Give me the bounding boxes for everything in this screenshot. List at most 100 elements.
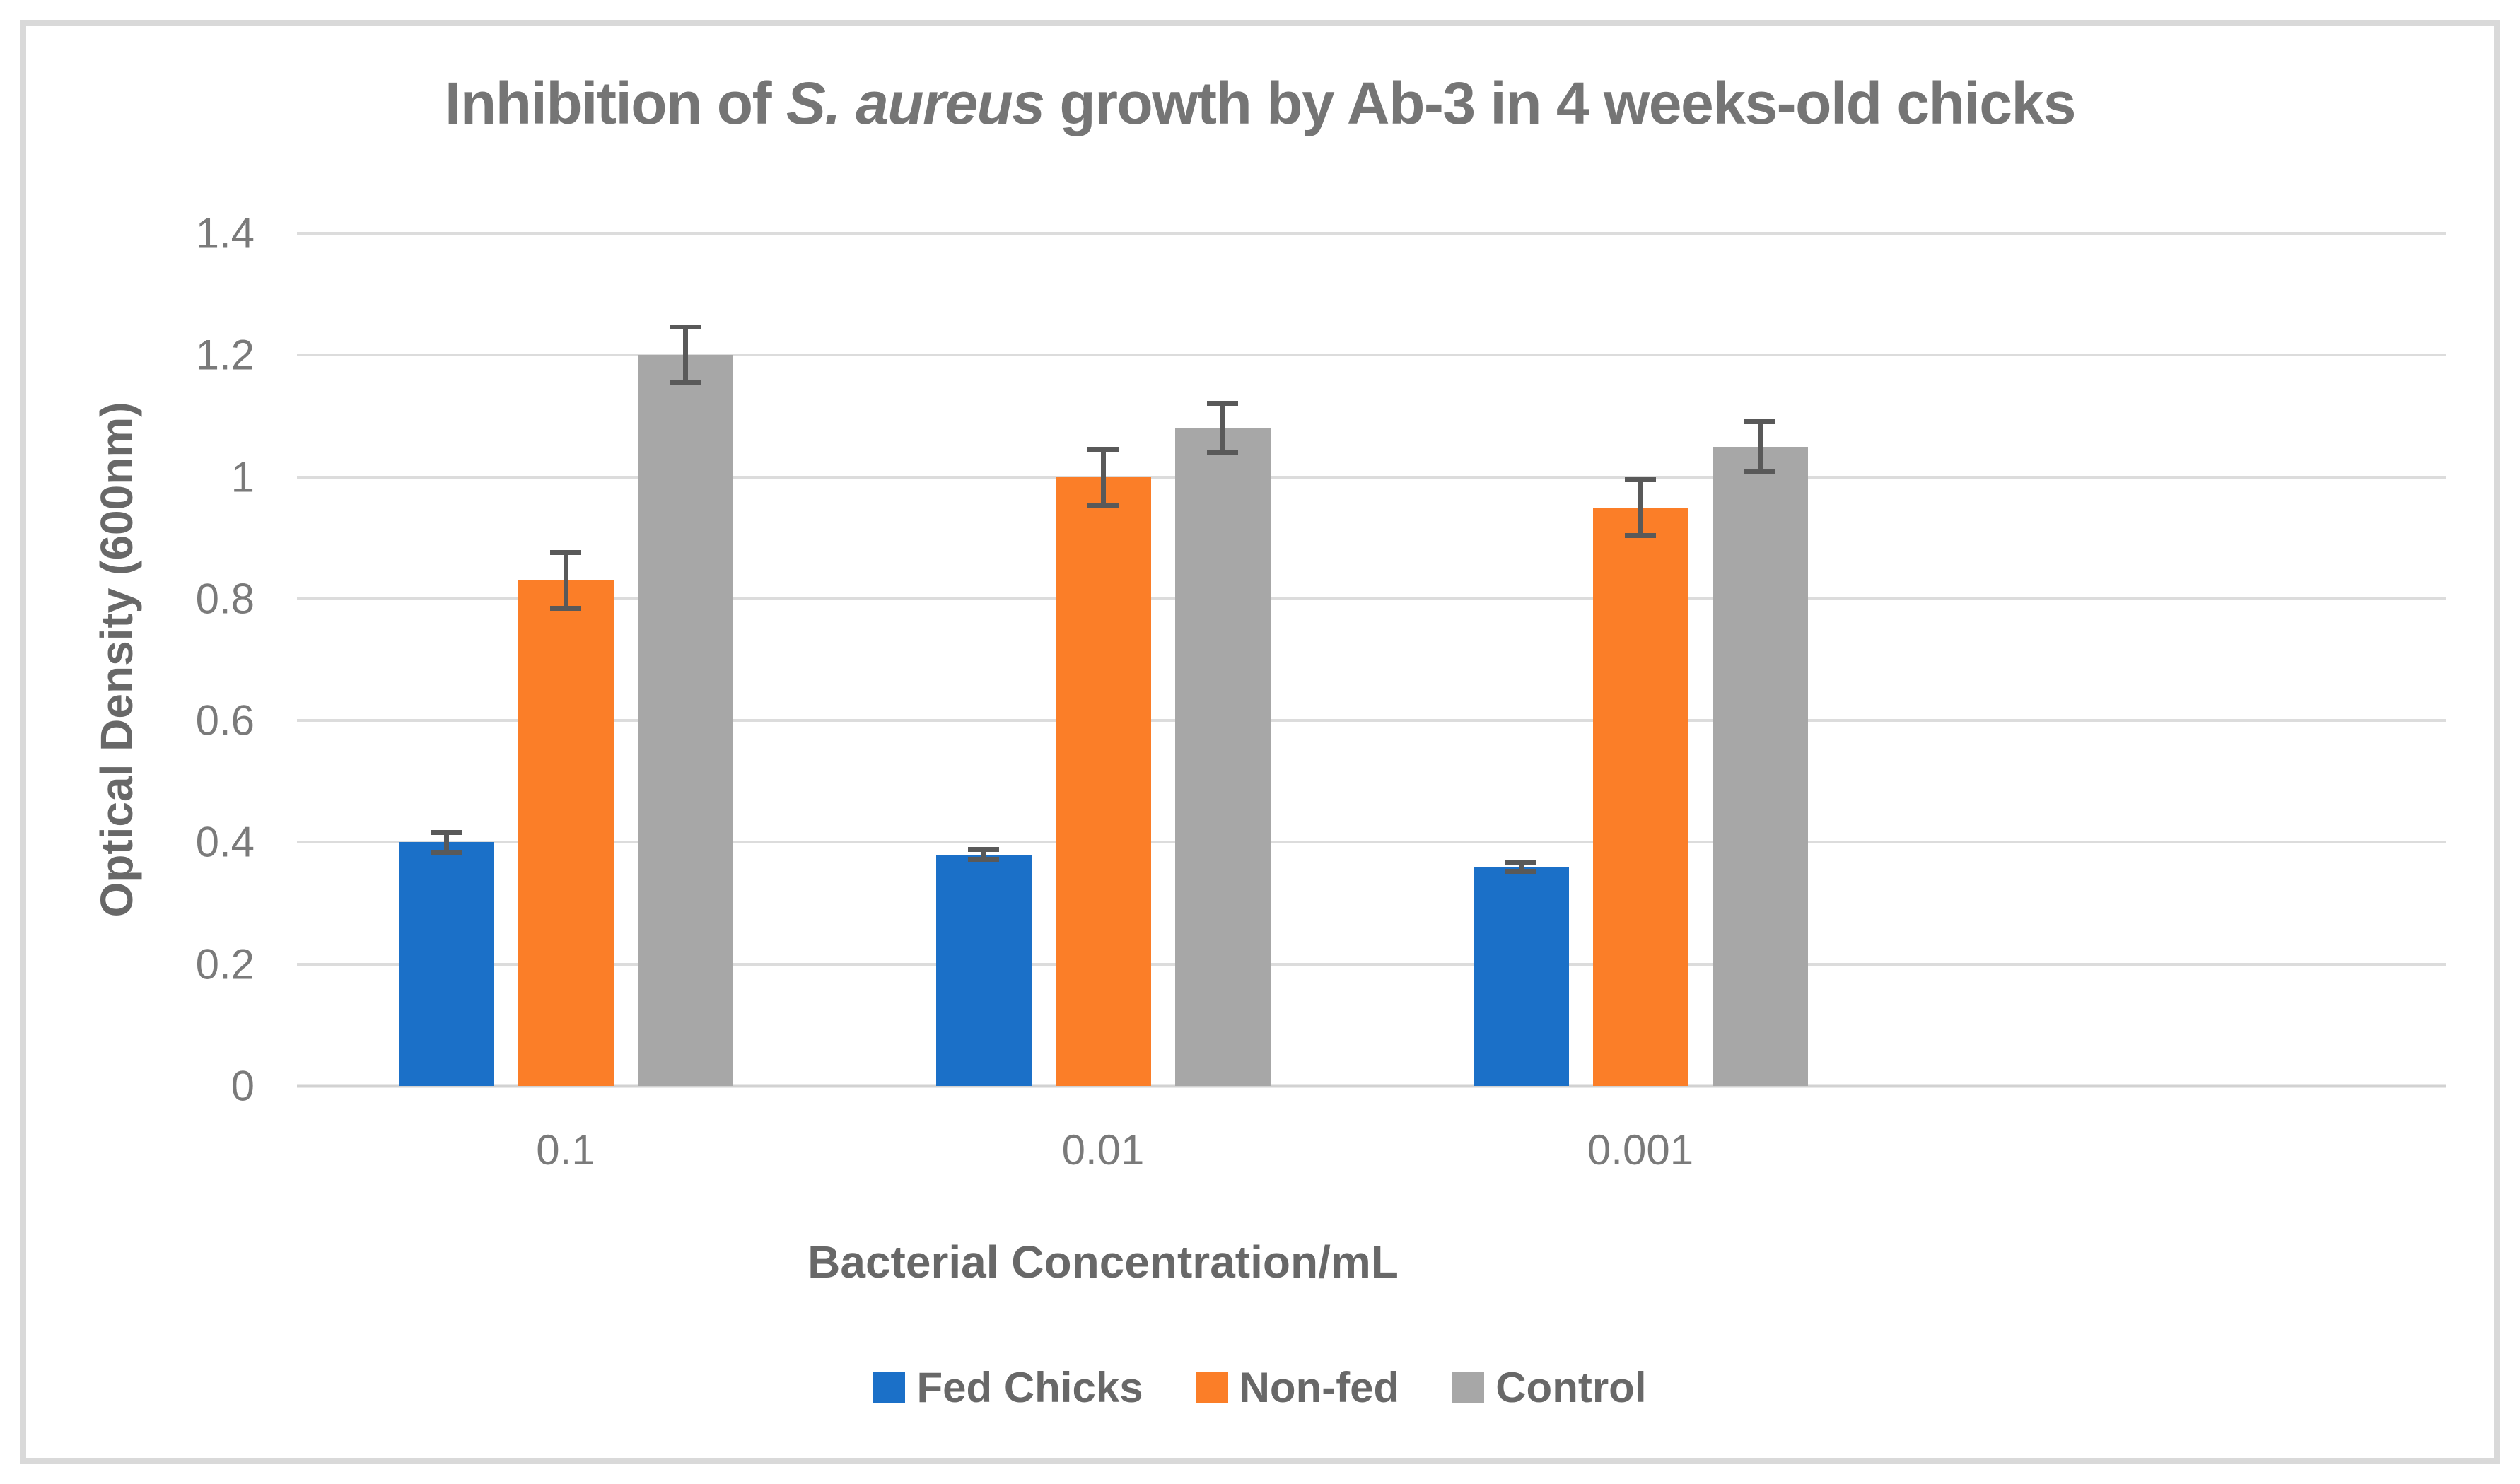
error-bar-cap-top	[1207, 400, 1238, 406]
bar-group-0-1	[297, 233, 834, 1086]
bar-control-0-1	[637, 355, 733, 1086]
error-bar-stem	[981, 847, 986, 862]
x-tick-label: 0.1	[536, 1126, 595, 1174]
gridline	[297, 354, 2446, 357]
y-tick-label: 1.4	[195, 209, 255, 257]
y-tick-label: 0.8	[195, 575, 255, 623]
y-tick-label: 1	[231, 453, 255, 501]
bar-non-fed-0-01	[1055, 477, 1151, 1086]
error-bar-cap-bottom	[1744, 469, 1775, 474]
bar-non-fed-0-001	[1592, 507, 1688, 1086]
error-bar-cap-bottom	[670, 380, 701, 386]
bar-group-0-001	[1372, 233, 1909, 1086]
error-bar-cap-top	[1744, 419, 1775, 424]
chart-title-suffix: growth by Ab-3 in 4 weeks-old chicks	[1044, 70, 2076, 136]
bar-fed-chicks-0-01	[935, 854, 1032, 1086]
legend-label: Non-fed	[1239, 1364, 1400, 1411]
error-bar-cap-bottom	[1207, 450, 1238, 456]
x-tick-label: 0.001	[1587, 1126, 1694, 1174]
error-bar-cap-bottom	[1505, 869, 1536, 875]
legend-swatch-fed-chicks	[873, 1372, 906, 1403]
bar-column	[1174, 233, 1271, 1086]
gridline	[297, 232, 2446, 235]
error-bar	[1744, 419, 1775, 474]
bar-column	[935, 233, 1032, 1086]
legend: Fed Chicks Non-fed Control	[0, 1363, 2520, 1412]
chart-title: Inhibition of S. aureus growth by Ab-3 i…	[0, 69, 2520, 138]
error-bar	[968, 847, 999, 862]
gridline	[297, 841, 2446, 844]
gridline	[297, 719, 2446, 723]
error-bar-cap-bottom	[431, 849, 462, 855]
bar-non-fed-0-1	[518, 580, 614, 1086]
bar-column	[637, 233, 733, 1086]
error-bar-cap-top	[1625, 477, 1656, 482]
y-tick-label: 0	[231, 1062, 255, 1110]
y-tick-label: 0.4	[195, 818, 255, 866]
legend-swatch-control	[1452, 1372, 1485, 1403]
x-tick-label-empty	[1909, 1126, 2446, 1174]
gridline	[297, 962, 2446, 966]
error-bar-cap-top	[550, 549, 581, 555]
y-tick-label: 0.6	[195, 696, 255, 744]
category-slot	[297, 233, 834, 1086]
gridline	[297, 475, 2446, 479]
bar-fed-chicks-0-1	[398, 842, 494, 1086]
error-bar-cap-top	[670, 325, 701, 330]
category-slot	[1909, 233, 2446, 1086]
bar-column	[1592, 233, 1688, 1086]
bar-groups	[297, 233, 2446, 1086]
error-bar	[1625, 477, 1656, 538]
error-bar	[431, 830, 462, 855]
error-bar-cap-top	[1505, 859, 1536, 865]
error-bar-stem	[682, 325, 688, 386]
plot-area	[297, 232, 2446, 1088]
error-bar-cap-bottom	[1625, 532, 1656, 538]
error-bar	[1207, 400, 1238, 456]
y-tick-label: 0.2	[195, 940, 255, 988]
y-axis-ticks: 0 0.2 0.4 0.6 0.8 1 1.2 1.4	[0, 210, 255, 1110]
chart-title-italic: S. aureus	[786, 70, 1045, 136]
legend-label: Control	[1495, 1364, 1647, 1411]
error-bar	[550, 549, 581, 612]
error-bar-stem	[1638, 477, 1643, 538]
error-bar-cap-bottom	[968, 856, 999, 862]
error-bar	[1505, 859, 1536, 875]
error-bar-cap-top	[968, 847, 999, 853]
category-slot	[834, 233, 1372, 1086]
x-axis-title: Bacterial Concentration/mL	[807, 1237, 1399, 1287]
bar-column	[1712, 233, 1808, 1086]
error-bar-cap-bottom	[550, 606, 581, 612]
category-slot	[1372, 233, 1909, 1086]
x-tick-label: 0.01	[1061, 1126, 1145, 1174]
legend-swatch-non-fed	[1196, 1372, 1228, 1403]
error-bar-stem	[443, 830, 449, 855]
legend-label: Fed Chicks	[916, 1364, 1143, 1411]
error-bar-cap-bottom	[1087, 502, 1119, 508]
error-bar-stem	[1518, 859, 1524, 875]
bar-column	[1473, 233, 1569, 1086]
error-bar	[1087, 446, 1119, 508]
error-bar-stem	[1757, 419, 1763, 474]
bar-control-0-001	[1712, 446, 1808, 1086]
error-bar-stem	[1100, 446, 1106, 508]
bar-column	[518, 233, 614, 1086]
y-tick-label: 1.2	[195, 331, 255, 379]
legend-item-control: Control	[1452, 1363, 1647, 1412]
bar-group-0-01	[834, 233, 1372, 1086]
error-bar-stem	[563, 549, 568, 612]
legend-item-fed-chicks: Fed Chicks	[873, 1363, 1143, 1412]
bar-column	[1055, 233, 1151, 1086]
x-axis-ticks: 0.1 0.01 0.001	[297, 1126, 2446, 1174]
bar-column	[398, 233, 494, 1086]
x-axis-line	[297, 1084, 2446, 1088]
error-bar	[670, 325, 701, 386]
bar-control-0-01	[1174, 428, 1271, 1086]
legend-item-non-fed: Non-fed	[1196, 1363, 1400, 1412]
error-bar-stem	[1220, 400, 1225, 456]
error-bar-cap-top	[431, 830, 462, 836]
chart-title-prefix: Inhibition of	[445, 70, 786, 136]
bar-fed-chicks-0-001	[1473, 866, 1569, 1086]
error-bar-cap-top	[1087, 446, 1119, 452]
